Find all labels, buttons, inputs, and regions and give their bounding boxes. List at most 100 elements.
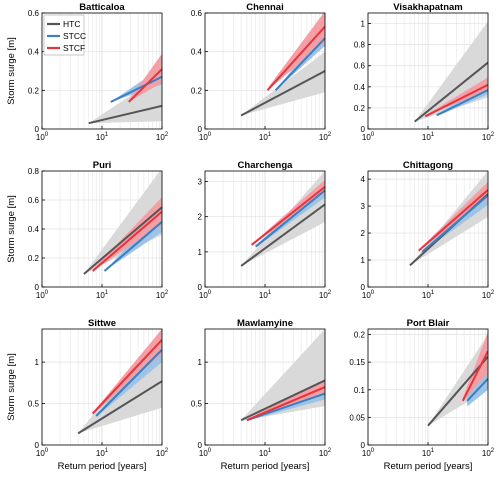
legend-label: HTC [63, 19, 80, 29]
htc-band [241, 51, 325, 116]
stcc-line [421, 194, 488, 253]
panel-sittwe: 0 0.5 1 100 101 102 Sittwe Storm surge [m] Retur… [6, 318, 169, 472]
panel-title: Chennai [246, 2, 283, 13]
x-tick-label: 100 [36, 290, 49, 300]
panel-title: Sittwe [88, 318, 116, 329]
x-tick-label: 102 [156, 448, 169, 458]
y-tick-label: 0 [198, 441, 203, 450]
panel-chittagong: 0 1 2 3 4 100 101 102 Chittagong [361, 160, 495, 300]
x-tick-label: 101 [259, 448, 272, 458]
stcf-line [424, 83, 488, 118]
stcf-band [267, 13, 325, 91]
plot-area [427, 331, 488, 427]
panel-charchenga: 0 1 2 3 100 101 102 Charchenga [198, 160, 332, 300]
x-tick-label: 100 [362, 132, 375, 142]
htc-line [83, 206, 162, 275]
legend-label: STCF [63, 43, 85, 53]
stcf-band [462, 331, 488, 402]
y-tick-label: 0.2 [191, 86, 203, 95]
x-axis-label: Return period [years] [384, 461, 473, 472]
y-tick-label: 1 [198, 248, 203, 257]
x-tick-label: 100 [36, 448, 49, 458]
y-tick-label: 0.4 [28, 225, 40, 234]
y-tick-label: 2 [361, 229, 366, 238]
y-tick-label: 0.6 [191, 9, 203, 18]
stcf-line [92, 210, 162, 272]
x-tick-label: 102 [319, 448, 332, 458]
x-tick-label: 101 [422, 448, 435, 458]
y-tick-label: 0 [35, 283, 40, 292]
stcf-line [418, 189, 488, 252]
x-tick-label: 101 [96, 132, 109, 142]
plot-area [240, 171, 325, 267]
htc-line [427, 355, 488, 427]
htc-line [240, 379, 325, 422]
stcf-line [128, 68, 162, 103]
y-tick-label: 0.8 [354, 41, 366, 50]
panel-title: Visakhapatnam [393, 2, 463, 13]
stcf-line [461, 350, 488, 402]
x-tick-label: 100 [36, 132, 49, 142]
y-tick-label: 0.1 [354, 386, 366, 395]
y-tick-label: 0.4 [354, 83, 366, 92]
htc-line [77, 380, 162, 435]
x-tick-label: 101 [259, 290, 272, 300]
y-tick-label: 2 [198, 213, 203, 222]
y-tick-label: 0 [198, 283, 203, 292]
y-tick-label: 0.4 [28, 48, 40, 57]
panel-title: Mawlamyine [237, 318, 293, 329]
x-tick-label: 102 [319, 290, 332, 300]
panel-title: Port Blair [407, 318, 450, 329]
y-tick-label: 0.6 [354, 62, 366, 71]
y-tick-label: 0 [361, 283, 366, 292]
x-tick-label: 101 [422, 290, 435, 300]
y-tick-label: 0 [35, 125, 40, 134]
y-axis-label: Storm surge [m] [6, 353, 17, 421]
stcf-line [251, 186, 325, 246]
x-axis-label: Return period [years] [221, 461, 310, 472]
legend: HTC STCC STCF [43, 14, 86, 56]
stcc-line [255, 189, 325, 248]
panel-title: Chittagong [403, 160, 453, 171]
plot-area [414, 21, 488, 123]
panel-mawlamyine: 0 0.5 1 100 101 102 Mawlamyine Return period [y… [191, 318, 332, 472]
y-tick-label: 0.8 [28, 167, 40, 176]
x-tick-label: 102 [156, 290, 169, 300]
stcc-line [110, 75, 162, 103]
x-tick-label: 101 [96, 448, 109, 458]
stcc-line [436, 89, 488, 117]
panel-port-blair: 0 0.05 0.1 0.15 0.2 100 101 102 Port Blair Return… [349, 318, 494, 472]
x-tick-label: 102 [482, 290, 495, 300]
y-tick-label: 0.4 [191, 48, 203, 57]
y-tick-label: 0.6 [28, 9, 40, 18]
stcc-line [103, 220, 162, 272]
panel-puri: 0 0.2 0.4 0.6 0.8 100 101 102 Puri Storm surge [m… [6, 160, 169, 300]
stcf-band [418, 181, 488, 252]
panel-title: Batticaloa [79, 2, 125, 13]
y-tick-label: 0 [35, 441, 40, 450]
x-tick-label: 102 [156, 132, 169, 142]
htc-band [409, 171, 488, 266]
x-tick-label: 100 [199, 290, 212, 300]
plot-area [83, 171, 162, 275]
y-tick-label: 0 [198, 125, 203, 134]
panel-title: Puri [93, 160, 111, 171]
y-tick-label: 4 [361, 175, 366, 184]
stcc-line [274, 37, 325, 92]
y-tick-label: 0.6 [28, 196, 40, 205]
x-tick-label: 100 [199, 448, 212, 458]
htc-line [240, 203, 325, 267]
y-axis-label: Storm surge [m] [6, 37, 17, 105]
plot-area [77, 329, 162, 435]
y-tick-label: 3 [361, 202, 366, 211]
htc-line [240, 70, 325, 117]
stcf-line [266, 25, 325, 92]
y-tick-label: 0.5 [28, 400, 40, 409]
x-tick-label: 102 [319, 132, 332, 142]
plot-area [240, 13, 325, 117]
y-tick-label: 0.2 [28, 254, 40, 263]
x-tick-label: 101 [422, 132, 435, 142]
panel-title: Charchenga [238, 160, 294, 171]
y-tick-label: 1 [198, 358, 203, 367]
